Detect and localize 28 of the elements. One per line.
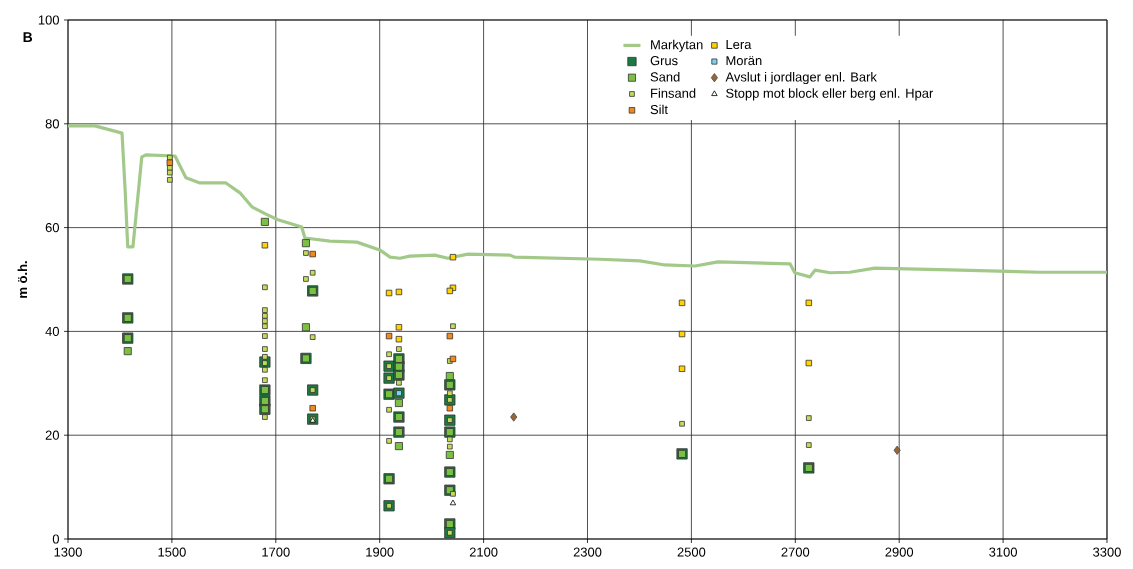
x-tick-label: 1300: [54, 547, 82, 557]
y-tick-label: 20: [45, 430, 59, 440]
legend-label: Avslut i jordlager enl. Bark: [725, 72, 877, 85]
x-tick-label: 2900: [885, 547, 914, 557]
x-tick-label: 1500: [158, 547, 186, 557]
y-tick-label: 40: [45, 326, 59, 336]
text: B: [23, 32, 33, 42]
x-tick-label: 2100: [469, 547, 498, 557]
legend-label: Morän: [726, 56, 762, 66]
y-tick-label: 60: [45, 223, 59, 233]
legend-label: Grus: [650, 56, 678, 66]
y-tick-label: 80: [45, 119, 59, 129]
legend-label: Stopp mot block eller berg enl. Hpar: [726, 88, 934, 101]
legend-label: Finsand: [651, 88, 696, 98]
y-tick-label: 100: [38, 15, 59, 25]
legend-label: Sand: [650, 72, 680, 82]
x-tick-label: 2700: [781, 547, 810, 557]
y-tick-label: 0: [52, 534, 59, 544]
x-tick-label: 2500: [677, 547, 706, 557]
x-tick-label: 1900: [366, 547, 394, 557]
x-tick-label: 3300: [1093, 547, 1121, 557]
legend-label: Lera: [726, 39, 752, 50]
x-tick-label: 1700: [262, 547, 290, 557]
legend-label: Markytan: [651, 39, 703, 52]
x-tick-label: 2300: [573, 547, 602, 557]
x-tick-label: 3100: [989, 547, 1017, 557]
legend-label: Silt: [650, 104, 668, 115]
y-axis-title: m ö.h.: [17, 261, 28, 298]
